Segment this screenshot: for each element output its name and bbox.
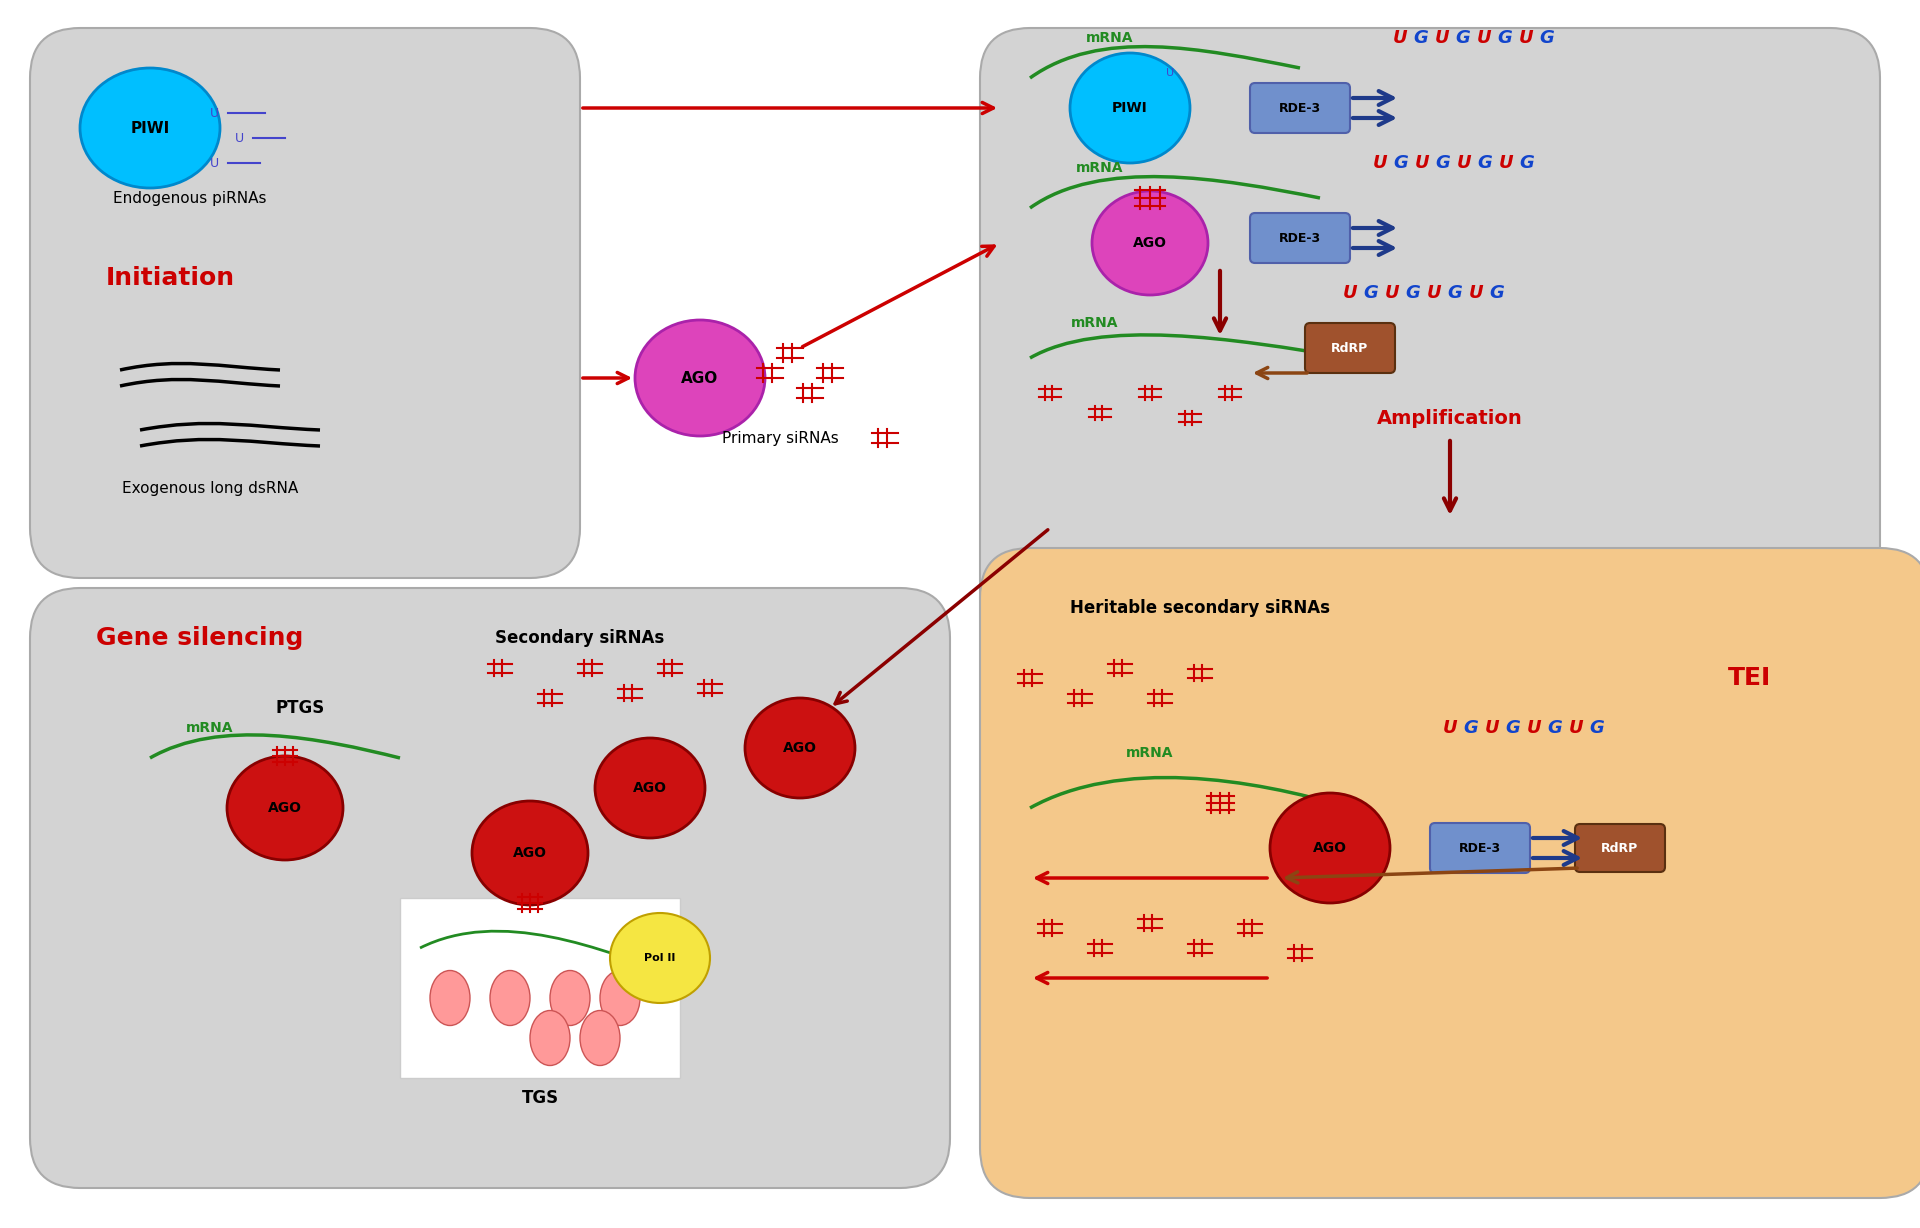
Text: AGO: AGO — [634, 781, 666, 795]
Ellipse shape — [227, 756, 344, 860]
Text: U: U — [1526, 720, 1542, 737]
Text: Pol II: Pol II — [645, 953, 676, 963]
Text: AGO: AGO — [783, 740, 818, 755]
FancyBboxPatch shape — [1250, 84, 1350, 133]
Ellipse shape — [549, 970, 589, 1025]
Text: U: U — [1165, 68, 1173, 79]
Text: TGS: TGS — [522, 1089, 559, 1106]
Text: G: G — [1548, 720, 1563, 737]
Text: TEI: TEI — [1728, 666, 1772, 690]
Text: G: G — [1413, 29, 1428, 47]
Text: G: G — [1405, 284, 1421, 302]
Text: U: U — [1415, 154, 1428, 172]
Text: U: U — [209, 156, 219, 169]
Text: G: G — [1448, 284, 1463, 302]
Text: PTGS: PTGS — [275, 699, 324, 717]
Text: U: U — [1342, 284, 1357, 302]
Text: AGO: AGO — [269, 801, 301, 815]
FancyBboxPatch shape — [1430, 823, 1530, 873]
Ellipse shape — [1092, 192, 1208, 295]
Text: G: G — [1478, 154, 1492, 172]
FancyBboxPatch shape — [31, 28, 580, 578]
FancyBboxPatch shape — [979, 548, 1920, 1199]
Text: G: G — [1505, 720, 1521, 737]
Text: PIWI: PIWI — [1112, 101, 1148, 115]
Text: RDE-3: RDE-3 — [1279, 102, 1321, 114]
Ellipse shape — [81, 68, 221, 188]
Ellipse shape — [490, 970, 530, 1025]
Text: PIWI: PIWI — [131, 120, 169, 135]
Text: Heritable secondary siRNAs: Heritable secondary siRNAs — [1069, 599, 1331, 616]
FancyBboxPatch shape — [1306, 323, 1396, 373]
Bar — [399, 898, 680, 1078]
Text: U: U — [1519, 29, 1534, 47]
Ellipse shape — [745, 698, 854, 798]
Text: U: U — [1569, 720, 1584, 737]
Ellipse shape — [636, 321, 764, 436]
Text: U: U — [1500, 154, 1513, 172]
Text: U: U — [209, 107, 219, 119]
Text: U: U — [1469, 284, 1484, 302]
Text: G: G — [1519, 154, 1534, 172]
Text: mRNA: mRNA — [1087, 31, 1133, 45]
Text: Exogenous long dsRNA: Exogenous long dsRNA — [121, 480, 298, 496]
Text: RdRP: RdRP — [1601, 841, 1638, 855]
Text: mRNA: mRNA — [186, 721, 234, 736]
Text: U: U — [1484, 720, 1500, 737]
Text: Primary siRNAs: Primary siRNAs — [722, 431, 839, 446]
Text: Secondary siRNAs: Secondary siRNAs — [495, 629, 664, 647]
Text: mRNA: mRNA — [1077, 161, 1123, 176]
Ellipse shape — [580, 1011, 620, 1066]
Text: Gene silencing: Gene silencing — [96, 626, 303, 650]
Ellipse shape — [430, 970, 470, 1025]
Text: G: G — [1363, 284, 1379, 302]
Ellipse shape — [1269, 793, 1390, 903]
Text: G: G — [1540, 29, 1555, 47]
Text: RdRP: RdRP — [1331, 341, 1369, 355]
Text: Initiation: Initiation — [106, 266, 234, 290]
Text: AGO: AGO — [1133, 236, 1167, 251]
Text: G: G — [1590, 720, 1605, 737]
Text: mRNA: mRNA — [1127, 745, 1173, 760]
Ellipse shape — [611, 912, 710, 1003]
Text: G: G — [1463, 720, 1478, 737]
Text: U: U — [1476, 29, 1492, 47]
Text: Amplification: Amplification — [1377, 409, 1523, 427]
Text: G: G — [1436, 154, 1450, 172]
Text: U: U — [1373, 154, 1388, 172]
Text: U: U — [1392, 29, 1407, 47]
Text: U: U — [1427, 284, 1442, 302]
Text: AGO: AGO — [1313, 841, 1348, 855]
FancyBboxPatch shape — [979, 28, 1880, 648]
Text: RDE-3: RDE-3 — [1279, 232, 1321, 244]
Text: U: U — [1384, 284, 1400, 302]
Text: U: U — [1442, 720, 1457, 737]
Ellipse shape — [595, 738, 705, 837]
Text: U: U — [1457, 154, 1471, 172]
Text: RDE-3: RDE-3 — [1459, 841, 1501, 855]
Ellipse shape — [601, 970, 639, 1025]
FancyBboxPatch shape — [1250, 212, 1350, 263]
Text: U: U — [1434, 29, 1450, 47]
Ellipse shape — [1069, 53, 1190, 163]
Text: mRNA: mRNA — [1071, 316, 1119, 330]
Text: AGO: AGO — [682, 371, 718, 386]
Text: G: G — [1455, 29, 1471, 47]
Ellipse shape — [472, 801, 588, 905]
FancyBboxPatch shape — [31, 588, 950, 1187]
Text: G: G — [1394, 154, 1409, 172]
FancyBboxPatch shape — [1574, 824, 1665, 872]
Text: U: U — [234, 131, 244, 145]
Text: AGO: AGO — [513, 846, 547, 860]
Text: Endogenous piRNAs: Endogenous piRNAs — [113, 190, 267, 205]
Ellipse shape — [530, 1011, 570, 1066]
Text: G: G — [1490, 284, 1505, 302]
Text: G: G — [1498, 29, 1513, 47]
